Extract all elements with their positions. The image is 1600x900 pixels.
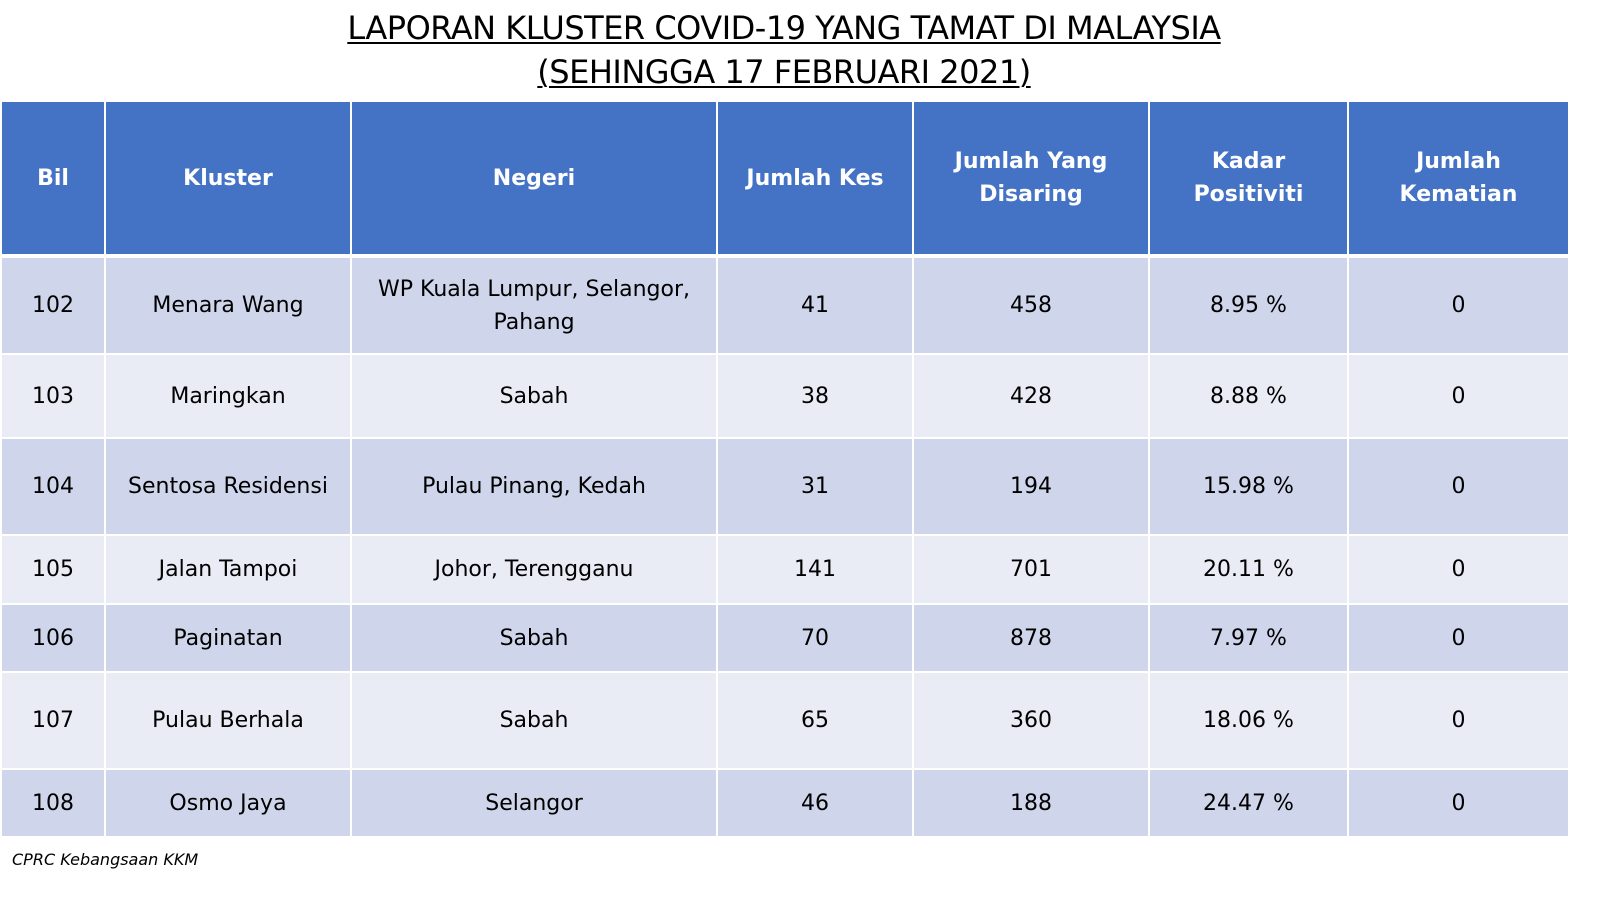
table-row: 108 Osmo Jaya Selangor 46 188 24.47 % 0: [0, 768, 1570, 838]
cell-bil: 103: [0, 353, 106, 439]
title-line-2: (SEHINGGA 17 FEBRUARI 2021): [537, 53, 1031, 91]
cell-bil: 107: [0, 671, 106, 770]
cell-negeri: Pulau Pinang, Kedah: [350, 437, 718, 536]
source-note: CPRC Kebangsaan KKM: [12, 850, 199, 869]
table-row: 102 Menara Wang WP Kuala Lumpur, Selango…: [0, 255, 1570, 355]
cell-jumlah-kes: 65: [716, 671, 914, 770]
cell-negeri: Sabah: [350, 603, 718, 673]
cell-jumlah-kes: 38: [716, 353, 914, 439]
cell-bil: 108: [0, 768, 106, 838]
cell-kadar-positiviti: 15.98 %: [1148, 437, 1349, 536]
header-kluster: Kluster: [104, 100, 352, 258]
header-jumlah-kematian: Jumlah Kematian: [1347, 100, 1570, 258]
cell-jumlah-kes: 141: [716, 534, 914, 605]
header-jumlah-kes: Jumlah Kes: [716, 100, 914, 258]
cell-kluster: Menara Wang: [104, 255, 352, 355]
cell-bil: 105: [0, 534, 106, 605]
cell-negeri: WP Kuala Lumpur, Selangor, Pahang: [350, 255, 718, 355]
header-kadar-positiviti: Kadar Positiviti: [1148, 100, 1349, 258]
cell-kluster: Maringkan: [104, 353, 352, 439]
cell-kadar-positiviti: 24.47 %: [1148, 768, 1349, 838]
cell-kadar-positiviti: 18.06 %: [1148, 671, 1349, 770]
cell-bil: 102: [0, 255, 106, 355]
header-jumlah-disaring: Jumlah Yang Disaring: [912, 100, 1150, 258]
table-row: 103 Maringkan Sabah 38 428 8.88 % 0: [0, 353, 1570, 439]
cell-kadar-positiviti: 8.95 %: [1148, 255, 1349, 355]
cell-jumlah-disaring: 701: [912, 534, 1150, 605]
title-line-1: LAPORAN KLUSTER COVID-19 YANG TAMAT DI M…: [347, 9, 1221, 47]
cell-jumlah-kematian: 0: [1347, 768, 1570, 838]
cell-jumlah-disaring: 878: [912, 603, 1150, 673]
table-row: 107 Pulau Berhala Sabah 65 360 18.06 % 0: [0, 671, 1570, 770]
cell-jumlah-disaring: 188: [912, 768, 1150, 838]
cell-jumlah-disaring: 428: [912, 353, 1150, 439]
cell-jumlah-kematian: 0: [1347, 534, 1570, 605]
cell-kluster: Jalan Tampoi: [104, 534, 352, 605]
cell-negeri: Selangor: [350, 768, 718, 838]
cell-kadar-positiviti: 20.11 %: [1148, 534, 1349, 605]
table-row: 105 Jalan Tampoi Johor, Terengganu 141 7…: [0, 534, 1570, 605]
cell-jumlah-kes: 31: [716, 437, 914, 536]
cell-jumlah-kematian: 0: [1347, 353, 1570, 439]
cell-jumlah-kes: 41: [716, 255, 914, 355]
cell-negeri: Sabah: [350, 671, 718, 770]
cluster-report-table: Bil Kluster Negeri Jumlah Kes Jumlah Yan…: [0, 100, 1570, 838]
cell-jumlah-kes: 46: [716, 768, 914, 838]
header-negeri: Negeri: [350, 100, 718, 258]
cell-negeri: Sabah: [350, 353, 718, 439]
cell-kluster: Paginatan: [104, 603, 352, 673]
cell-jumlah-kematian: 0: [1347, 437, 1570, 536]
cell-jumlah-disaring: 360: [912, 671, 1150, 770]
cell-jumlah-kematian: 0: [1347, 603, 1570, 673]
cell-kadar-positiviti: 7.97 %: [1148, 603, 1349, 673]
cell-jumlah-kes: 70: [716, 603, 914, 673]
cell-kluster: Osmo Jaya: [104, 768, 352, 838]
cell-jumlah-disaring: 194: [912, 437, 1150, 536]
cell-jumlah-disaring: 458: [912, 255, 1150, 355]
cell-negeri: Johor, Terengganu: [350, 534, 718, 605]
page-title: LAPORAN KLUSTER COVID-19 YANG TAMAT DI M…: [0, 6, 1568, 94]
cell-jumlah-kematian: 0: [1347, 255, 1570, 355]
header-bil: Bil: [0, 100, 106, 258]
table-row: 104 Sentosa Residensi Pulau Pinang, Keda…: [0, 437, 1570, 536]
cell-kluster: Pulau Berhala: [104, 671, 352, 770]
cell-bil: 106: [0, 603, 106, 673]
cell-jumlah-kematian: 0: [1347, 671, 1570, 770]
cell-kadar-positiviti: 8.88 %: [1148, 353, 1349, 439]
cell-kluster: Sentosa Residensi: [104, 437, 352, 536]
cell-bil: 104: [0, 437, 106, 536]
table-row: 106 Paginatan Sabah 70 878 7.97 % 0: [0, 603, 1570, 673]
table-header-row: Bil Kluster Negeri Jumlah Kes Jumlah Yan…: [0, 100, 1570, 258]
